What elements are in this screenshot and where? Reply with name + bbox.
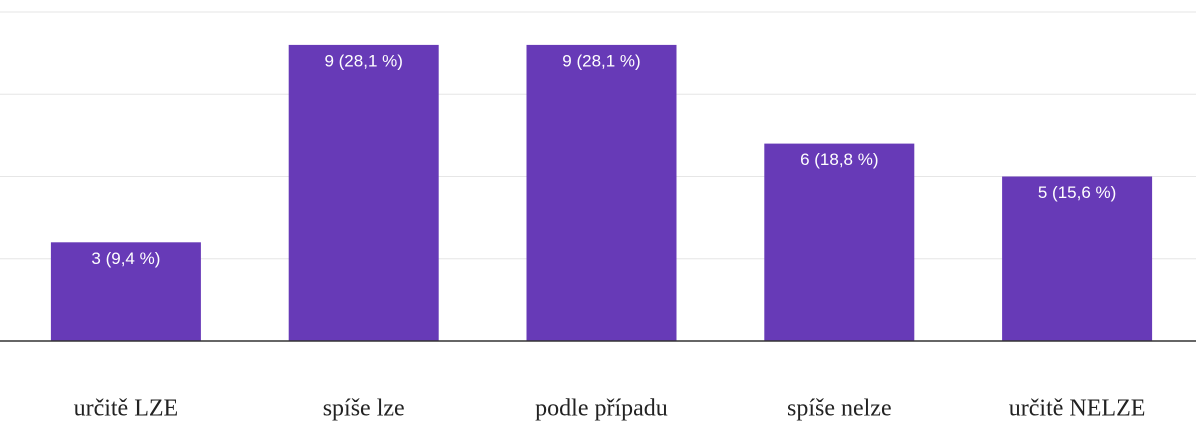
value-label: 6 (18,8 %) [800, 150, 878, 169]
bar [50, 242, 201, 341]
x-tick-label: určitě NELZE [1009, 396, 1146, 422]
bar [526, 44, 677, 342]
x-tick-label: určitě LZE [74, 396, 179, 422]
x-tick-label: podle případu [535, 396, 668, 422]
value-label: 3 (9,4 %) [91, 249, 160, 268]
bar [288, 44, 439, 342]
bar [764, 143, 915, 341]
x-tick-label: spíše lze [323, 396, 405, 422]
value-label: 5 (15,6 %) [1038, 183, 1116, 202]
value-label: 9 (28,1 %) [562, 51, 640, 70]
x-tick-label: spíše nelze [787, 396, 892, 422]
bar [1002, 176, 1153, 341]
value-label: 9 (28,1 %) [324, 51, 402, 70]
